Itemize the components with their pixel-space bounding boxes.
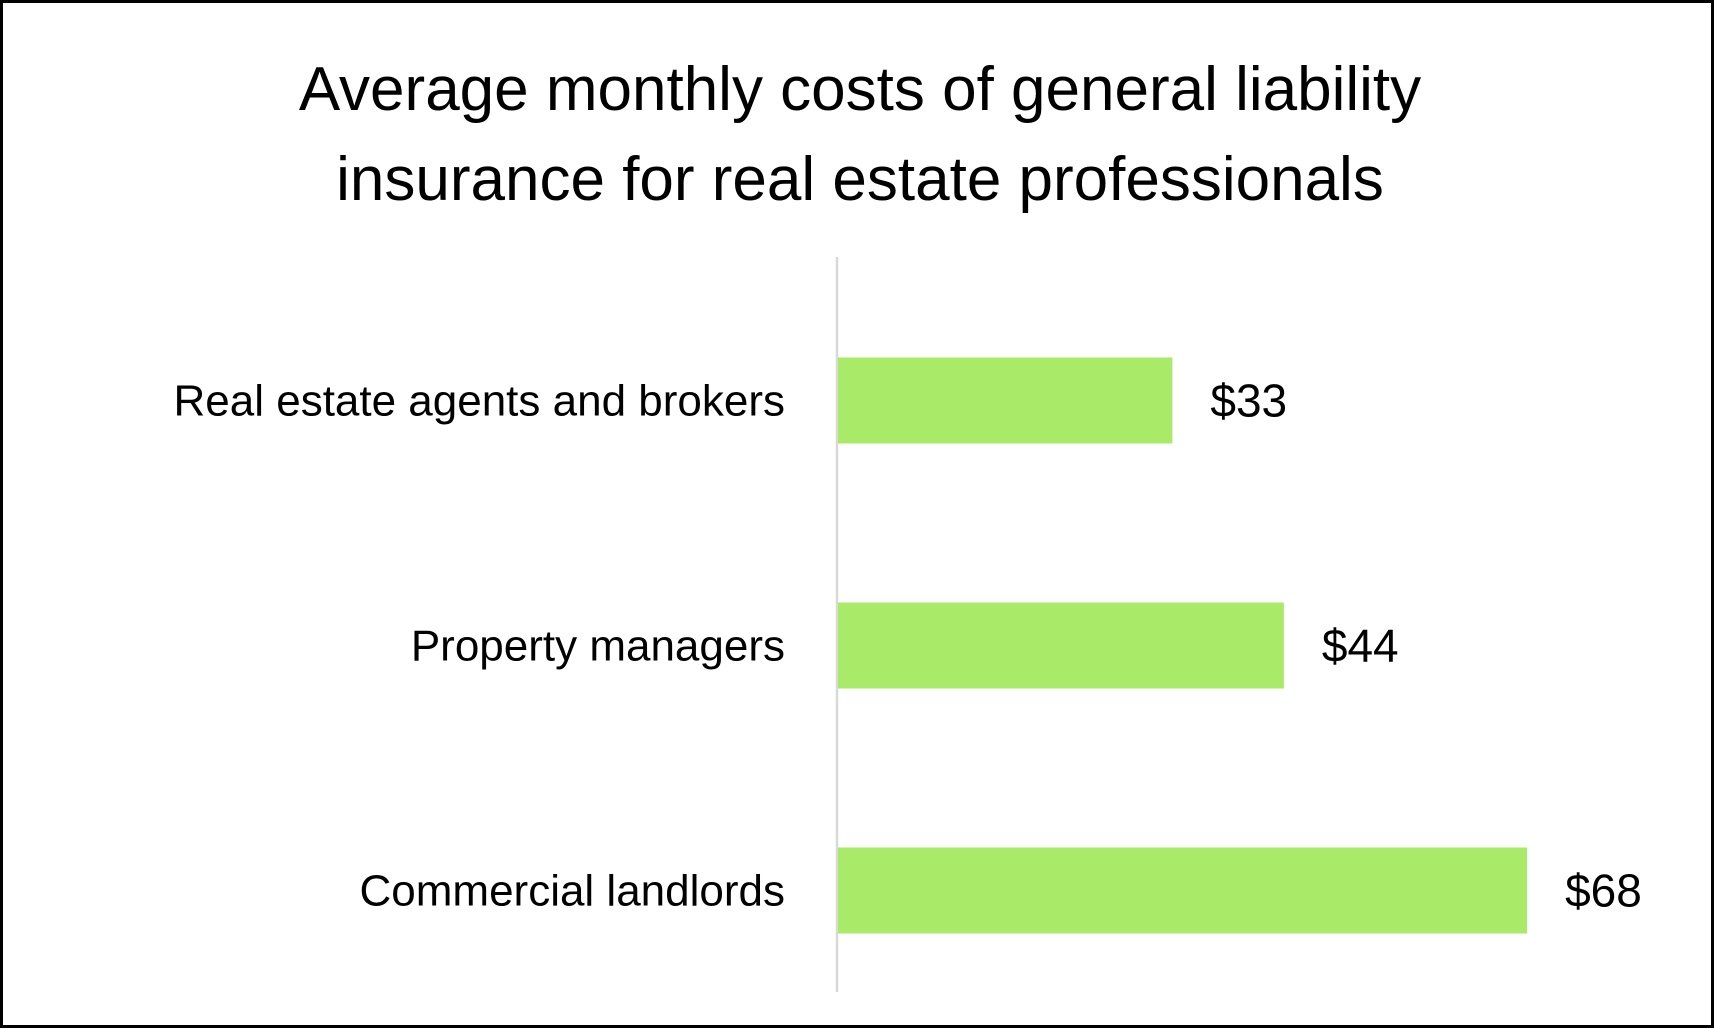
bar-1 (838, 357, 1173, 444)
bar-2 (838, 602, 1284, 689)
category-label-2: Property managers (411, 622, 785, 671)
data-label-2: $44 (1322, 620, 1399, 672)
data-label-1: $33 (1210, 375, 1287, 427)
bar-3 (838, 847, 1528, 934)
data-label-3: $68 (1565, 865, 1642, 917)
category-label-1: Real estate agents and brokers (174, 377, 786, 426)
chart-title-line-2: insurance for real estate professionals (336, 145, 1384, 214)
chart-title: Average monthly costs of general liabili… (3, 45, 1714, 225)
category-label-3: Commercial landlords (360, 867, 785, 916)
bar-group: Real estate agents and brokers $33 Propert… (174, 357, 1642, 934)
chart-title-line-1: Average monthly costs of general liabili… (298, 55, 1422, 124)
